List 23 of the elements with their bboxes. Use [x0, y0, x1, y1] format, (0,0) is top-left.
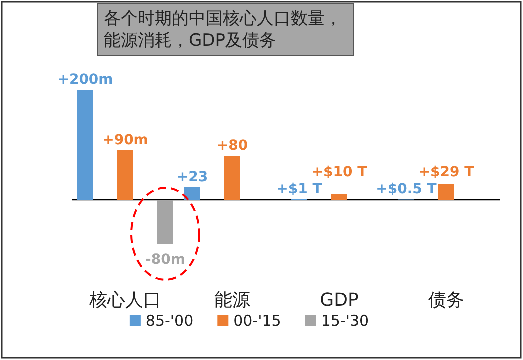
x-tick-label: 能源: [214, 290, 250, 311]
title: 各个时期的中国核心人口数量，能源消耗，GDP及债务: [104, 9, 342, 51]
bar: [184, 187, 200, 200]
data-label: -80m: [146, 252, 186, 268]
x-tick-label: 核心人口: [88, 290, 162, 311]
data-label: +200m: [58, 72, 114, 88]
x-tick-label: GDP: [320, 290, 359, 311]
x-tick-label: 债务: [428, 290, 464, 311]
data-label: +90m: [102, 132, 148, 148]
data-label: +$0.5 T: [376, 182, 438, 198]
bar: [332, 194, 348, 200]
bar: [78, 90, 94, 200]
data-label: +$1 T: [276, 181, 323, 198]
legend-label: 00-'15: [234, 312, 282, 330]
data-label: +$10 T: [312, 164, 368, 180]
bar: [438, 184, 454, 200]
bar: [118, 150, 134, 200]
legend-label: 15-'30: [321, 312, 370, 330]
data-label: +23: [176, 169, 208, 186]
legend-label: 85-'00: [146, 312, 194, 330]
data-label: +$29 T: [418, 164, 475, 181]
data-label: +80: [216, 138, 248, 154]
bar: [224, 156, 240, 200]
